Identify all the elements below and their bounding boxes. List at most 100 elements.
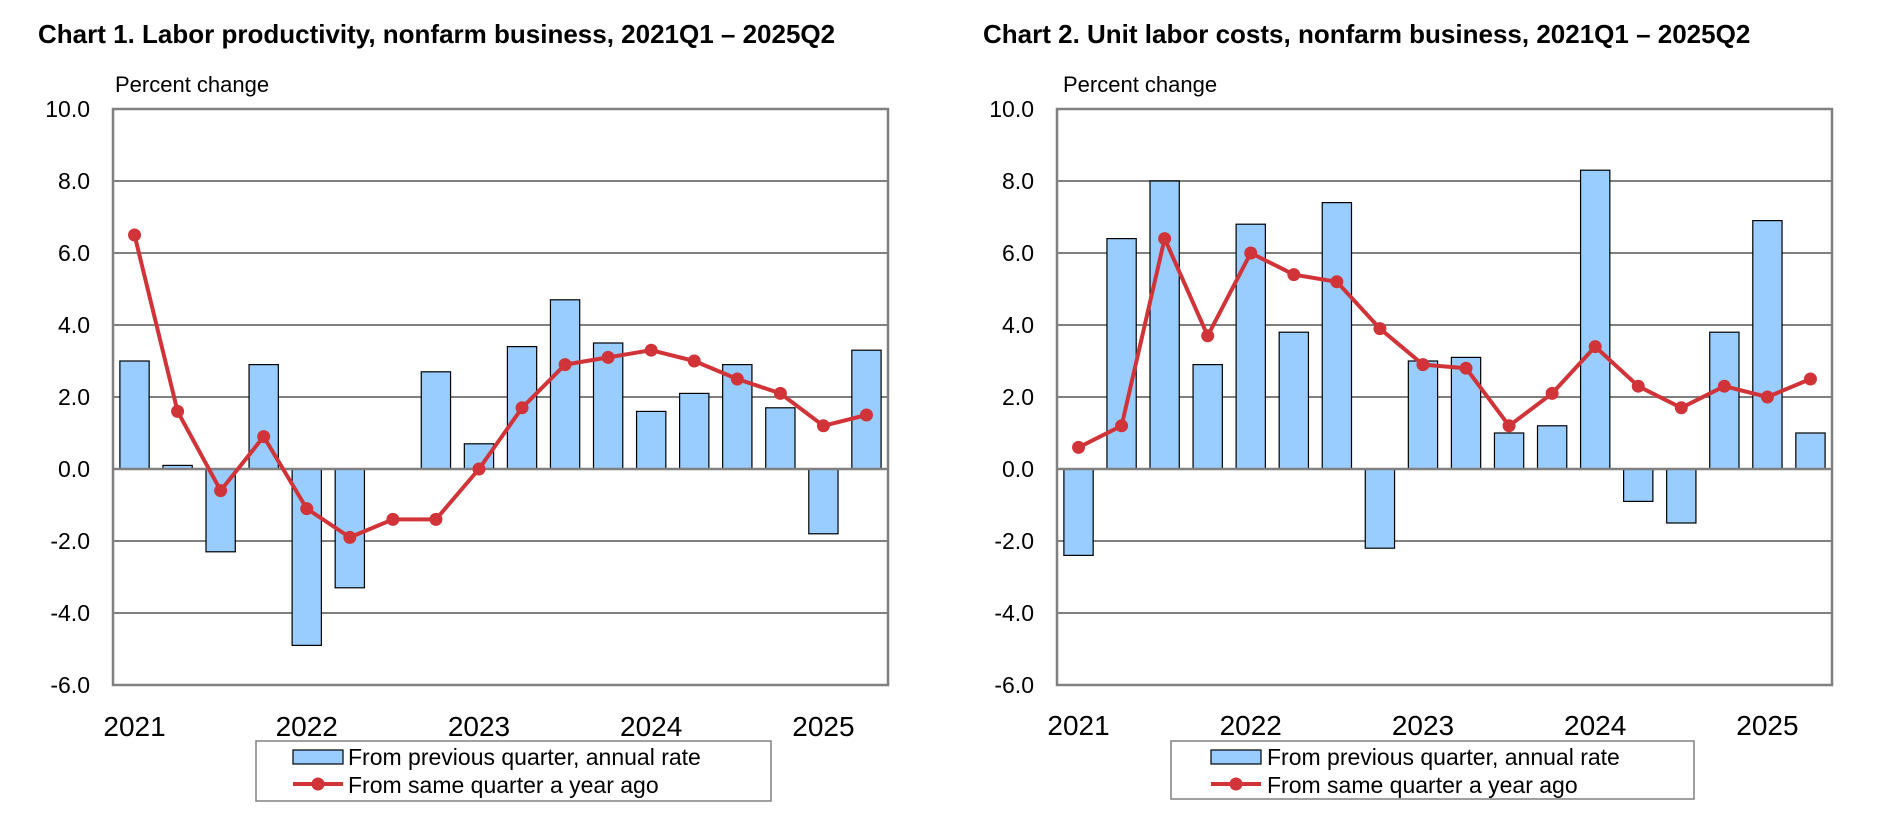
bar [1149,180,1180,470]
y-tick-label: -2.0 [994,528,1034,554]
chart-title: Chart 1. Labor productivity, nonfarm bus… [38,19,835,49]
y-tick-label: 0.0 [1002,456,1034,482]
bar [119,360,150,470]
bar [808,468,839,535]
line-point [1803,372,1817,386]
chart-title: Chart 2. Unit labor costs, nonfarm busin… [983,19,1750,49]
bar [205,468,236,553]
y-tick-label: 4.0 [1002,312,1034,338]
bar [1536,425,1568,470]
legend-bar-swatch [1210,749,1262,765]
line-point [1201,329,1215,343]
line-point [1115,419,1129,433]
bar [1666,468,1697,524]
legend-box [255,740,772,802]
y-tick-label: 8.0 [58,168,90,194]
y-tick-label: 6.0 [1002,240,1034,266]
bar [1321,202,1353,470]
y-tick-label: 2.0 [58,384,90,410]
bar [592,342,624,470]
line-point [386,512,400,526]
x-tick-label: 2025 [792,711,854,742]
line-point [773,386,787,400]
y-tick-label: -4.0 [994,600,1034,626]
chart-unit-labor-costs: Chart 2. Unit labor costs, nonfarm busin… [983,19,1834,800]
legend-line-label: From same quarter a year ago [1267,772,1578,798]
line-point [1631,379,1645,393]
bar [1192,364,1223,470]
line-point [300,502,314,516]
bar [765,407,796,470]
bar [291,468,322,646]
bar [1407,360,1439,470]
line-point [1330,275,1344,289]
line-point [128,228,142,242]
legend-bar-label: From previous quarter, annual rate [348,744,701,770]
y-tick-label: 10.0 [989,96,1034,122]
line-point [1244,246,1258,260]
line-series [132,234,867,540]
x-tick-label: 2022 [276,711,338,742]
bar [1795,432,1826,470]
line-point [1760,390,1774,404]
y-axis-label: Percent change [1063,72,1217,97]
bar [1063,468,1094,557]
line-point [1373,322,1387,336]
line-point [214,484,228,498]
bar [1364,468,1396,549]
bar [635,410,667,470]
bar [549,299,581,470]
line-point [1416,358,1430,372]
line-point [1588,340,1602,354]
x-tick-label: 2024 [620,711,682,742]
y-tick-label: 0.0 [58,456,90,482]
line-point [515,401,529,415]
line-point [1674,401,1688,415]
legend-bar-label: From previous quarter, annual rate [1267,744,1620,770]
y-tick-label: 6.0 [58,240,90,266]
x-tick-label: 2023 [448,711,510,742]
line-point [1502,419,1516,433]
line-point [1459,361,1473,375]
y-tick-label: 10.0 [45,96,90,122]
line-point [558,358,572,372]
y-axis-label: Percent change [115,72,269,97]
line-point [429,512,443,526]
line-point [1717,379,1731,393]
bar [1106,238,1137,470]
bar [1579,169,1611,470]
x-tick-label: 2024 [1564,710,1626,741]
line-point [859,408,873,422]
plot-frame [111,107,890,687]
bar [679,392,710,470]
line-series [1077,236,1812,450]
legend-line-marker [311,777,325,791]
bar [420,371,452,470]
bar [1278,331,1310,470]
legend-line-label: From same quarter a year ago [348,772,659,798]
y-tick-label: 8.0 [1002,168,1034,194]
chart-labor-productivity: Chart 1. Labor productivity, nonfarm bus… [38,19,890,802]
x-tick-label: 2023 [1392,710,1454,741]
line-point [644,343,658,357]
line-point [1072,440,1086,454]
line-point [343,530,357,544]
line-point [1545,386,1559,400]
line-point [171,404,185,418]
x-tick-label: 2021 [1047,710,1109,741]
plot-frame [1055,107,1834,687]
y-tick-label: -4.0 [50,600,90,626]
bar [1709,331,1740,470]
bar [1493,432,1525,470]
y-tick-label: 4.0 [58,312,90,338]
x-tick-label: 2025 [1736,710,1798,741]
bar [1450,356,1482,470]
line-point [687,354,701,368]
x-tick-label: 2022 [1220,710,1282,741]
line-point [1158,232,1172,246]
line-point [601,350,615,364]
y-tick-label: -2.0 [50,528,90,554]
legend-bar-swatch [292,749,344,765]
bar [1235,223,1266,470]
